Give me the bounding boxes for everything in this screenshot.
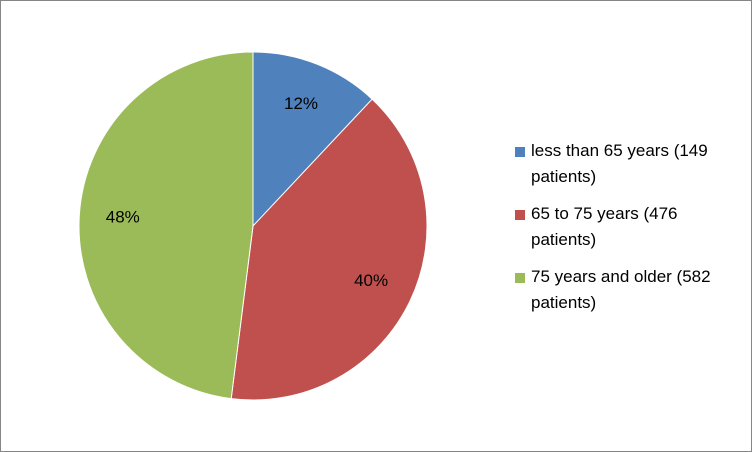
pie-slice — [252, 51, 373, 228]
legend-swatch — [515, 273, 525, 283]
legend-item: 65 to 75 years (476 patients) — [515, 201, 741, 253]
data-label: 48% — [106, 207, 140, 226]
legend-swatch — [515, 147, 525, 157]
legend-label: less than 65 years (149 patients) — [531, 141, 708, 186]
legend-item: 75 years and older (582 patients) — [515, 264, 741, 316]
pie-slice — [230, 98, 428, 401]
legend-label: 65 to 75 years (476 patients) — [531, 204, 678, 249]
pie-slice — [78, 51, 254, 400]
legend-label: 75 years and older (582 patients) — [531, 267, 711, 312]
data-label: 12% — [284, 94, 318, 113]
legend-item: less than 65 years (149 patients) — [515, 138, 741, 190]
data-label: 40% — [354, 271, 388, 290]
legend: less than 65 years (149 patients) 65 to 7… — [515, 138, 741, 327]
legend-swatch — [515, 210, 525, 220]
